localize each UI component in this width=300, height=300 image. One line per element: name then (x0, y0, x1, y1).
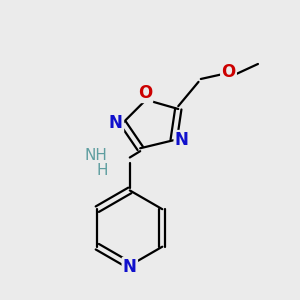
Text: N: N (175, 131, 189, 149)
Text: O: O (138, 84, 152, 102)
Text: H: H (96, 163, 108, 178)
Text: O: O (221, 63, 236, 81)
Text: NH: NH (85, 148, 108, 163)
Text: N: N (109, 114, 123, 132)
Text: N: N (123, 258, 137, 276)
